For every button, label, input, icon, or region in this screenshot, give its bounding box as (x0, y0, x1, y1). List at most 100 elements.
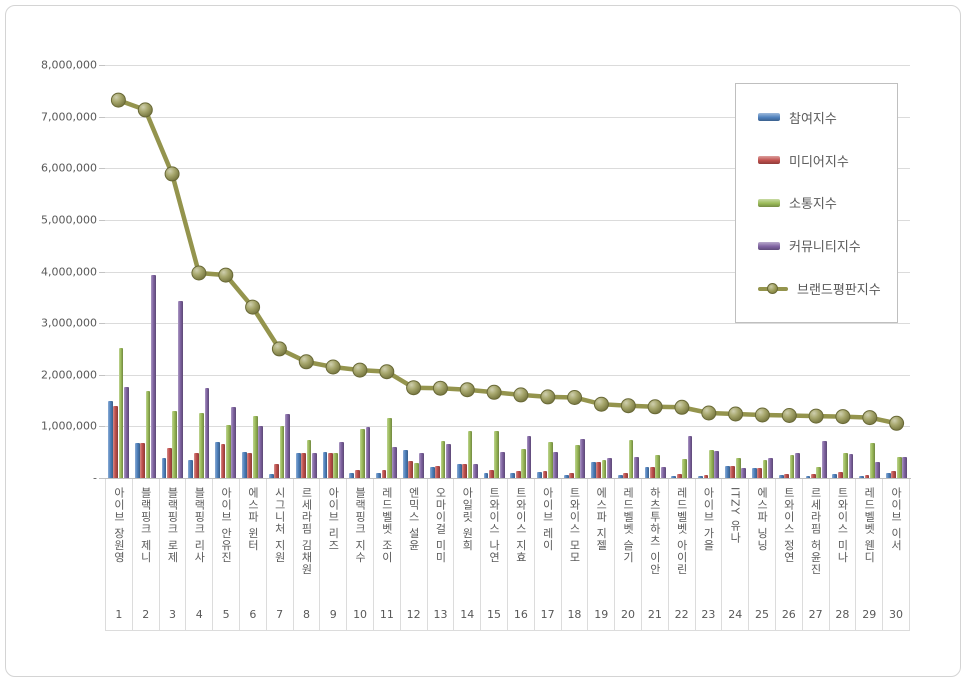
rank-label: 24 (728, 608, 743, 621)
bar-참여지수-27 (805, 475, 811, 478)
y-tick-label: 4,000,000 (41, 265, 97, 278)
bar-group-11 (376, 417, 398, 478)
line-point-24 (728, 406, 744, 422)
bar-미디어지수-22 (676, 474, 682, 478)
legend-label-media-index: 미디어지수 (789, 154, 849, 170)
bar-소통지수-17 (548, 442, 553, 478)
bar-커뮤니티지수-7 (285, 414, 290, 478)
bar-참여지수-5 (215, 441, 221, 478)
bar-미디어지수-17 (542, 471, 548, 478)
x-category-label: 트와이스 모모 (567, 487, 581, 564)
x-category-cell-24: ITZY 유나 24 (722, 479, 750, 630)
bar-참여지수-30 (886, 473, 891, 478)
x-category-label: 아이브 이서 (889, 487, 903, 552)
rank-label: 23 (701, 608, 716, 621)
bar-참여지수-14 (456, 463, 462, 478)
x-category-cell-23: 아이브 가을 23 (696, 479, 723, 630)
bar-group-12 (403, 450, 425, 478)
bar-소통지수-12 (413, 463, 419, 478)
bar-미디어지수-14 (462, 464, 467, 478)
bar-소통지수-27 (816, 466, 822, 478)
bar-소통지수-22 (682, 458, 687, 478)
x-category-cell-1: 아이브 장원영 1 (106, 479, 133, 630)
line-point-4 (191, 265, 207, 281)
bar-group-5 (215, 407, 237, 478)
bar-group-15 (483, 430, 505, 478)
line-point-3 (164, 166, 180, 182)
x-category-label: 트와이스 지효 (514, 487, 528, 564)
y-axis-tick (99, 116, 105, 118)
bar-소통지수-10 (360, 429, 365, 478)
bar-참여지수-16 (510, 473, 516, 478)
legend-label-community-index: 커뮤니티지수 (789, 240, 861, 256)
line-point-10 (352, 362, 368, 378)
bar-group-8 (295, 440, 317, 478)
bar-소통지수-21 (655, 454, 661, 478)
bar-미디어지수-9 (327, 452, 333, 478)
bar-미디어지수-1 (113, 405, 119, 478)
x-category-label: 레드벨벳 슬기 (621, 487, 635, 564)
rank-label: 4 (195, 608, 203, 621)
legend-label-brand-reputation-index: 브랜드평판지수 (797, 283, 881, 299)
y-axis-tick (99, 426, 105, 428)
bar-커뮤니티지수-19 (607, 458, 612, 478)
bar-커뮤니티지수-12 (419, 452, 425, 478)
x-category-label: 레드벨벳 조이 (380, 487, 394, 564)
bar-커뮤니티지수-23 (714, 450, 720, 478)
y-axis-tick (99, 271, 105, 273)
bar-group-17 (537, 442, 559, 478)
bar-참여지수-8 (295, 452, 301, 478)
line-point-20 (620, 398, 636, 414)
bar-커뮤니티지수-9 (338, 441, 344, 478)
bar-참여지수-20 (617, 474, 623, 478)
bar-group-3 (161, 300, 183, 478)
bar-미디어지수-19 (596, 462, 602, 478)
brand-reputation-line-swatch-icon (758, 282, 788, 295)
bar-group-14 (456, 430, 478, 478)
bar-소통지수-6 (252, 415, 258, 478)
bar-커뮤니티지수-25 (768, 458, 773, 478)
line-point-29 (862, 410, 878, 426)
legend-item-community-index: 커뮤니티지수 (758, 236, 897, 255)
y-tick-label: 2,000,000 (41, 368, 97, 382)
line-point-22 (674, 399, 690, 415)
bar-group-4 (188, 388, 210, 478)
rank-label: 18 (567, 608, 582, 621)
bar-소통지수-5 (226, 424, 231, 478)
line-point-16 (513, 387, 529, 403)
rank-label: 29 (862, 608, 877, 621)
x-category-label: 아이브 안유진 (219, 487, 233, 564)
bar-group-29 (859, 442, 881, 478)
bar-참여지수-9 (322, 452, 328, 478)
x-category-label: 시그니처 지원 (273, 487, 287, 564)
x-category-cell-20: 레드벨벳 슬기 20 (615, 479, 642, 630)
line-point-23 (701, 405, 717, 421)
line-point-1 (110, 92, 126, 108)
rank-label: 25 (755, 608, 770, 621)
bar-group-20 (617, 439, 639, 478)
x-category-label: 블랙핑크 리사 (192, 487, 206, 564)
rank-label: 11 (379, 608, 394, 621)
bar-커뮤니티지수-4 (204, 388, 210, 478)
bar-미디어지수-21 (649, 466, 655, 478)
bar-참여지수-28 (832, 474, 838, 478)
x-category-label: 아이브 가을 (701, 487, 715, 552)
bar-참여지수-13 (429, 466, 435, 478)
bar-소통지수-18 (574, 444, 580, 478)
bar-series-container (105, 65, 910, 478)
rank-label: 20 (621, 608, 636, 621)
bar-소통지수-9 (333, 453, 339, 478)
x-axis-line (105, 478, 911, 479)
bar-커뮤니티지수-20 (633, 457, 639, 478)
x-category-cell-18: 트와이스 모모 18 (562, 479, 589, 630)
x-category-cell-10: 블랙핑크 지수 10 (347, 479, 374, 630)
gridline (105, 219, 910, 221)
bar-커뮤니티지수-28 (848, 454, 854, 478)
x-category-label: 레드벨벳 웬디 (862, 487, 876, 564)
bar-미디어지수-25 (757, 467, 763, 478)
legend-item-media-index: 미디어지수 (758, 151, 897, 170)
rank-label: 7 (276, 608, 284, 621)
gridline (105, 168, 910, 170)
rank-label: 15 (487, 608, 502, 621)
bar-소통지수-25 (762, 459, 768, 478)
